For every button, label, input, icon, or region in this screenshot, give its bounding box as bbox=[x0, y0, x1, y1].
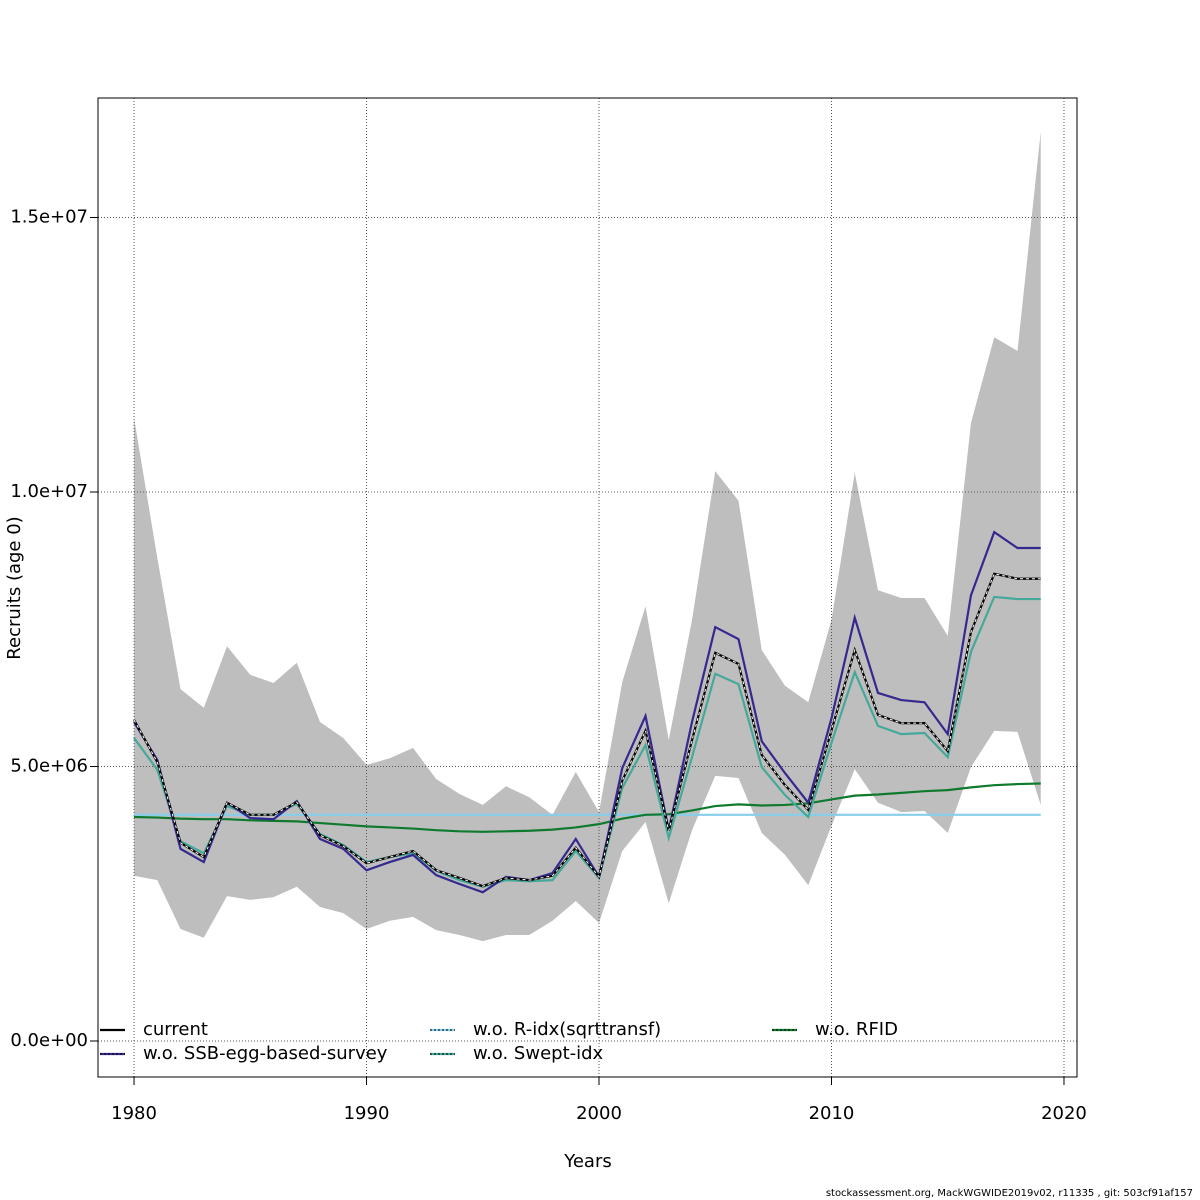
x-tick-label: 2020 bbox=[1041, 1103, 1087, 1124]
y-tick-label: 5.0e+06 bbox=[10, 756, 88, 777]
legend-label: w.o. Swept-idx bbox=[473, 1043, 604, 1064]
x-tick-label: 2010 bbox=[809, 1103, 855, 1124]
y-tick-label: 1.0e+07 bbox=[10, 481, 88, 502]
y-tick-label: 1.5e+07 bbox=[10, 207, 88, 228]
x-tick-label: 2000 bbox=[576, 1103, 622, 1124]
x-axis-label: Years bbox=[563, 1151, 612, 1172]
legend-label: w.o. SSB-egg-based-survey bbox=[143, 1043, 388, 1064]
y-axis-label: Recruits (age 0) bbox=[4, 516, 25, 659]
confidence-band bbox=[134, 131, 1041, 942]
legend-label: current bbox=[143, 1019, 208, 1040]
y-tick-label: 0.0e+00 bbox=[10, 1030, 88, 1051]
x-tick-label: 1990 bbox=[344, 1103, 390, 1124]
series-line bbox=[133, 530, 1041, 894]
legend-label: w.o. R-idx(sqrttransf) bbox=[473, 1019, 661, 1040]
x-tick-label: 1980 bbox=[111, 1103, 157, 1124]
plot-frame bbox=[97, 97, 1078, 1078]
series-line-dash bbox=[133, 573, 1041, 887]
legend-label: w.o. RFID bbox=[815, 1019, 898, 1040]
series-line bbox=[134, 782, 1041, 833]
footer: stockassessment.org, MackWGWIDE2019v02, … bbox=[826, 1188, 1193, 1199]
